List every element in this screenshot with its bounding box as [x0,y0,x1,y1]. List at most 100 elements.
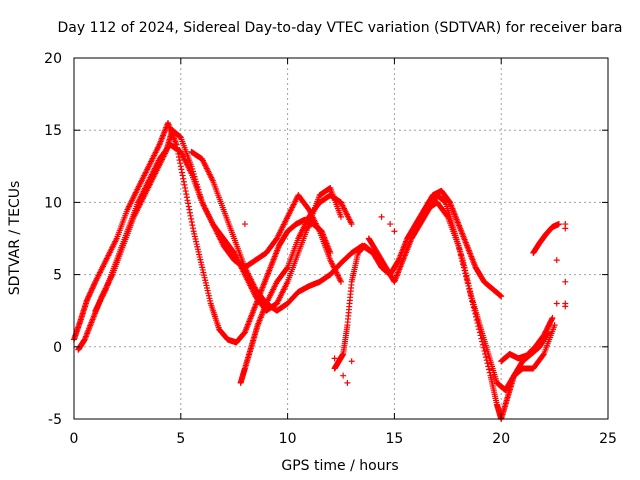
data-point [548,316,555,323]
y-tick-label: 0 [53,340,62,356]
data-point [470,304,477,311]
data-point [340,372,347,379]
data-point [331,355,338,362]
data-point [461,267,468,274]
data-point [477,332,484,339]
data-point [348,358,355,365]
data-point [469,298,476,305]
data-point [305,223,312,230]
data-point [455,242,462,249]
data-point [459,258,466,265]
x-axis-label: GPS time / hours [281,458,398,474]
data-point [179,169,186,176]
x-tick-label: 5 [176,431,185,447]
data-point [562,225,569,232]
data-point [188,215,195,222]
data-point [457,252,464,259]
grid-lines [74,58,608,419]
data-point [186,209,193,216]
axis-ticks: 0 5 10 15 20 25 -5 0 5 10 15 20 [44,51,617,447]
data-point [476,326,483,333]
data-point [468,295,475,302]
data-point [338,278,344,285]
data-point [457,248,464,255]
data-point [86,292,93,299]
x-tick-label: 25 [599,431,617,447]
data-point [465,282,472,289]
data-point [472,310,479,317]
data-point [378,213,385,220]
data-point [466,286,473,293]
data-point [183,191,190,198]
data-point [84,296,91,303]
data-point [89,284,96,291]
data-point [474,320,481,327]
data-point [181,181,188,188]
data-point [187,212,194,219]
data-point [555,221,562,228]
data-point [473,316,480,323]
data-point [190,225,197,232]
data-point [549,314,556,321]
data-point [90,282,97,289]
data-point [471,307,478,314]
y-tick-label: -5 [48,412,62,428]
data-point [177,163,184,170]
x-tick-label: 0 [70,431,79,447]
data-point [85,293,92,300]
data-point [460,264,467,271]
data-point [498,293,505,300]
data-point [241,221,248,228]
y-tick-label: 10 [44,195,62,211]
data-point [180,178,187,185]
data-point [87,289,94,296]
data-point [185,203,192,210]
data-point [444,212,451,219]
data-point [551,322,558,329]
plot-frame [73,57,609,420]
data-point [553,257,560,264]
data-point [88,286,95,293]
y-tick-label: 5 [53,268,62,284]
data-point [483,357,490,364]
data-point [484,360,491,367]
data-point [176,157,183,164]
data-point [482,354,489,361]
data-point [463,273,470,280]
data-point [463,276,470,283]
data-point [183,194,190,201]
data-point [485,366,492,373]
data-point [481,347,488,354]
data-point [182,188,189,195]
data-point [85,294,92,301]
data-point [479,341,486,348]
data-point [89,285,96,292]
data-point [185,200,192,207]
data-point [486,369,493,376]
data-point [476,329,483,336]
chart-title: Day 112 of 2024, Sidereal Day-to-day VTE… [57,20,622,36]
data-point [391,228,398,235]
x-tick-label: 20 [492,431,510,447]
x-tick-label: 15 [385,431,403,447]
data-point [460,261,467,268]
data-point [387,221,394,228]
data-point [540,352,547,359]
data-point [462,270,469,277]
data-point [344,379,351,386]
x-tick-label: 10 [279,431,297,447]
data-point [178,166,185,173]
data-point [177,160,184,167]
data-point [88,288,95,295]
y-tick-label: 15 [44,123,62,139]
data-point [91,280,98,287]
data-point [473,313,480,320]
data-point [482,351,489,358]
data-point [469,301,476,308]
data-point [480,344,487,351]
data-point [562,278,569,285]
data-point [467,292,474,299]
data-point [478,335,485,342]
data-point [553,300,560,307]
